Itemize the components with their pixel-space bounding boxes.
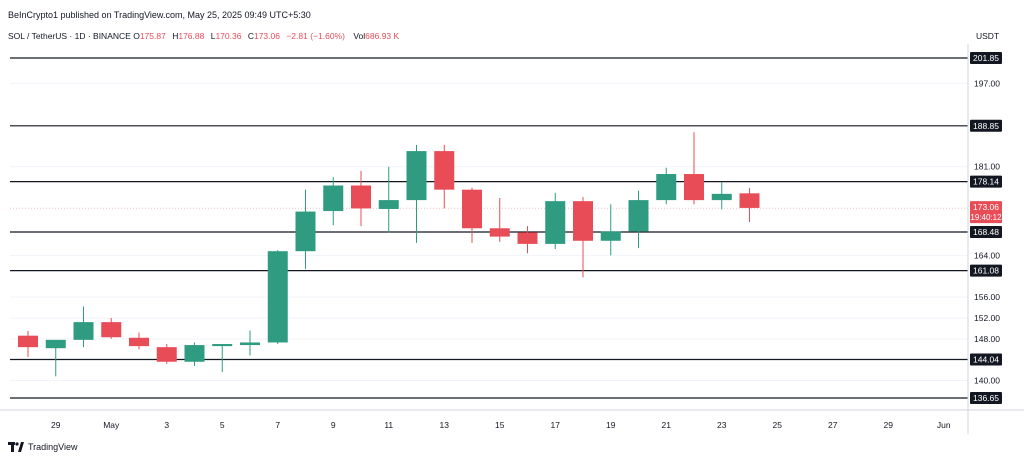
candle-body: [573, 201, 593, 241]
x-tick-label: May: [103, 420, 120, 430]
candle-body: [545, 201, 566, 244]
candles: [18, 132, 760, 377]
x-tick-label: 23: [717, 420, 727, 430]
candle-body: [628, 200, 649, 232]
level-tag: [970, 52, 1002, 64]
x-tick-label: 21: [662, 420, 672, 430]
symbol-legend: SOL / TetherUS · 1D · BINANCE O175.87 H1…: [8, 31, 399, 41]
candle-body: [323, 185, 344, 212]
y-tick-label: 197.00: [974, 78, 1000, 88]
level-label: 136.65: [973, 393, 999, 403]
candle-body: [462, 189, 482, 229]
candle-body: [156, 347, 177, 362]
candle-body: [600, 231, 621, 241]
low-value: 170.36: [215, 31, 242, 41]
y-tick-label: 152.00: [974, 313, 1000, 323]
candle-body: [212, 344, 233, 347]
candle-body: [18, 335, 38, 348]
open-label: O: [133, 31, 140, 41]
y-tick-label: 140.00: [974, 376, 1000, 386]
x-tick-label: Jun: [937, 420, 951, 430]
close-value: 173.06: [253, 31, 280, 41]
candle-body: [295, 211, 316, 252]
x-tick-label: 11: [384, 420, 393, 430]
grid-layer: [10, 82, 968, 382]
candle-body: [684, 174, 704, 201]
candle-body: [406, 151, 427, 201]
x-tick-label: 27: [828, 420, 838, 430]
level-label: 144.04: [973, 354, 999, 364]
candle-body: [489, 228, 510, 237]
horizontal-levels: 201.85 188.85 178.14 168.48 161.08 144.04 136.…: [10, 52, 1002, 404]
x-tick-label: 17: [551, 420, 561, 430]
level-label: 188.85: [973, 121, 999, 131]
level-tag: [970, 119, 1002, 132]
volume-value: 686.93 K: [365, 31, 400, 41]
x-tick-label: 29: [884, 420, 894, 430]
level-tag: [970, 353, 1002, 366]
x-tick-label: 15: [495, 420, 505, 430]
level-label: 168.48: [973, 227, 999, 237]
countdown-label: 19:40:12: [970, 213, 1002, 222]
axes: 197.00 181.00 164.00 156.00 152.00 148.00 140.…: [0, 44, 1024, 434]
tradingview-footer: TradingView: [8, 442, 78, 452]
x-tick-label: 19: [606, 420, 616, 430]
level-tag: [970, 175, 1002, 188]
level-label: 161.08: [973, 266, 999, 276]
high-label: H: [172, 31, 179, 41]
tradingview-logo-icon: [8, 442, 24, 452]
last-price-label: 173.06: [973, 202, 999, 212]
y-tick-label: 156.00: [974, 292, 1000, 302]
candle-body: [517, 232, 538, 244]
x-tick-label: 3: [164, 420, 169, 430]
x-tick-label: 25: [773, 420, 783, 430]
candle-body: [73, 322, 94, 340]
candle-body: [267, 251, 288, 343]
candle-body: [129, 337, 149, 347]
level-tag: [970, 392, 1002, 404]
x-tick-label: 5: [220, 420, 225, 430]
candle-body: [101, 322, 122, 338]
open-value: 175.87: [139, 31, 166, 41]
x-tick-label: 9: [331, 420, 336, 430]
publisher-line: BeInCrypto1 published on TradingView.com…: [8, 10, 311, 20]
candle-body: [184, 345, 205, 362]
close-label: C: [247, 31, 254, 41]
symbol-name[interactable]: SOL / TetherUS · 1D · BINANCE: [8, 31, 131, 41]
x-tick-label: 7: [275, 420, 280, 430]
level-label: 178.14: [973, 177, 999, 187]
candle-body: [45, 339, 66, 349]
y-tick-label: 148.00: [974, 334, 1000, 344]
change-value: −2.81 (−1.60%): [286, 31, 345, 41]
candle-body: [656, 174, 677, 201]
last-price-tag: [970, 201, 1002, 224]
high-value: 176.88: [178, 31, 205, 41]
candle-body: [711, 193, 732, 201]
level-tag: [970, 264, 1002, 277]
currency-label[interactable]: USDT: [976, 31, 1000, 41]
level-tag: [970, 226, 1002, 239]
y-tick-label: 181.00: [974, 162, 1000, 172]
candle-body: [240, 342, 260, 346]
candle-body: [739, 193, 760, 208]
low-label: L: [210, 31, 216, 41]
volume-label: Vol: [353, 31, 366, 41]
candle-body: [434, 151, 455, 190]
y-tick-label: 164.00: [974, 250, 1000, 260]
x-tick-label: 29: [51, 420, 61, 430]
x-tick-label: 13: [440, 420, 450, 430]
footer-brand: TradingView: [28, 442, 78, 452]
candle-body: [378, 200, 399, 209]
level-label: 201.85: [973, 53, 999, 63]
candle-body: [351, 185, 371, 209]
